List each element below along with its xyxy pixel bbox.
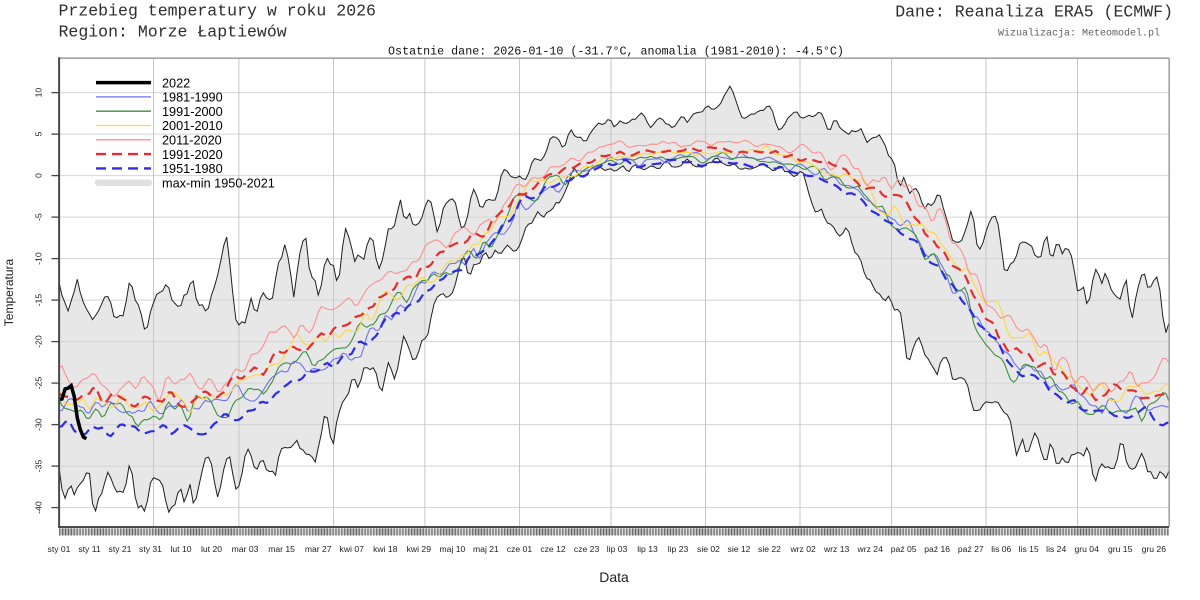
svg-text:sty 01: sty 01	[48, 544, 71, 554]
svg-text:kwi 29: kwi 29	[407, 544, 432, 554]
svg-text:gru 04: gru 04	[1075, 544, 1100, 554]
svg-text:1991-2020: 1991-2020	[162, 148, 223, 162]
svg-text:Region: Morze Łaptiewów: Region: Morze Łaptiewów	[59, 23, 287, 42]
svg-text:Dane: Reanaliza ERA5 (ECMWF): Dane: Reanaliza ERA5 (ECMWF)	[895, 3, 1173, 22]
svg-text:sty 11: sty 11	[78, 544, 101, 554]
svg-text:sie 02: sie 02	[697, 544, 720, 554]
svg-text:sty 21: sty 21	[109, 544, 132, 554]
svg-text:paź 05: paź 05	[891, 544, 917, 554]
svg-text:sty 31: sty 31	[139, 544, 162, 554]
svg-text:5: 5	[34, 132, 44, 137]
svg-text:2001-2010: 2001-2010	[162, 119, 223, 133]
svg-text:lut 10: lut 10	[170, 544, 191, 554]
svg-text:lis 24: lis 24	[1046, 544, 1066, 554]
svg-text:lis 15: lis 15	[1019, 544, 1039, 554]
svg-text:Data: Data	[599, 569, 629, 585]
svg-text:1951-1980: 1951-1980	[162, 162, 223, 176]
svg-text:cze 01: cze 01	[507, 544, 533, 554]
svg-text:lis 06: lis 06	[991, 544, 1011, 554]
svg-text:gru 15: gru 15	[1108, 544, 1133, 554]
svg-text:-40: -40	[34, 501, 44, 514]
svg-text:mar 03: mar 03	[232, 544, 259, 554]
svg-text:-30: -30	[34, 418, 44, 431]
svg-text:2011-2020: 2011-2020	[162, 134, 222, 148]
svg-text:mar 15: mar 15	[268, 544, 295, 554]
svg-text:Wizualizacja: Meteomodel.pl: Wizualizacja: Meteomodel.pl	[998, 27, 1160, 39]
svg-text:wrz 13: wrz 13	[823, 544, 850, 554]
svg-text:paź 27: paź 27	[958, 544, 984, 554]
svg-text:lip 23: lip 23	[668, 544, 689, 554]
svg-text:lut 20: lut 20	[201, 544, 222, 554]
svg-text:-5: -5	[34, 213, 44, 221]
svg-text:wrz 02: wrz 02	[789, 544, 816, 554]
svg-text:mar 27: mar 27	[305, 544, 332, 554]
svg-text:kwi 18: kwi 18	[373, 544, 398, 554]
svg-text:Temperatura: Temperatura	[2, 258, 16, 326]
svg-text:paź 16: paź 16	[924, 544, 950, 554]
svg-text:kwi 07: kwi 07	[340, 544, 365, 554]
svg-text:-35: -35	[34, 460, 44, 473]
svg-text:-15: -15	[34, 294, 44, 307]
svg-text:-10: -10	[34, 252, 44, 265]
svg-text:sie 12: sie 12	[728, 544, 751, 554]
svg-text:10: 10	[34, 88, 44, 98]
svg-text:max-min 1950-2021: max-min 1950-2021	[162, 176, 275, 190]
svg-text:cze 23: cze 23	[574, 544, 600, 554]
svg-text:2022: 2022	[162, 76, 190, 90]
svg-text:sie 22: sie 22	[758, 544, 781, 554]
svg-text:-20: -20	[34, 335, 44, 348]
svg-text:Przebieg temperatury w roku 20: Przebieg temperatury w roku 2026	[59, 2, 376, 21]
svg-text:maj 10: maj 10	[440, 544, 466, 554]
svg-text:cze 12: cze 12	[540, 544, 566, 554]
svg-text:Ostatnie dane: 2026-01-10 (-31: Ostatnie dane: 2026-01-10 (-31.7°C, anom…	[388, 45, 844, 59]
svg-text:lip 03: lip 03	[607, 544, 628, 554]
svg-text:0: 0	[34, 173, 44, 178]
svg-text:wrz 24: wrz 24	[857, 544, 884, 554]
svg-text:1991-2000: 1991-2000	[162, 105, 223, 119]
svg-text:lip 13: lip 13	[637, 544, 658, 554]
svg-text:gru 26: gru 26	[1142, 544, 1167, 554]
svg-text:maj 21: maj 21	[473, 544, 499, 554]
svg-text:-25: -25	[34, 377, 44, 390]
svg-text:1981-1990: 1981-1990	[162, 91, 223, 105]
